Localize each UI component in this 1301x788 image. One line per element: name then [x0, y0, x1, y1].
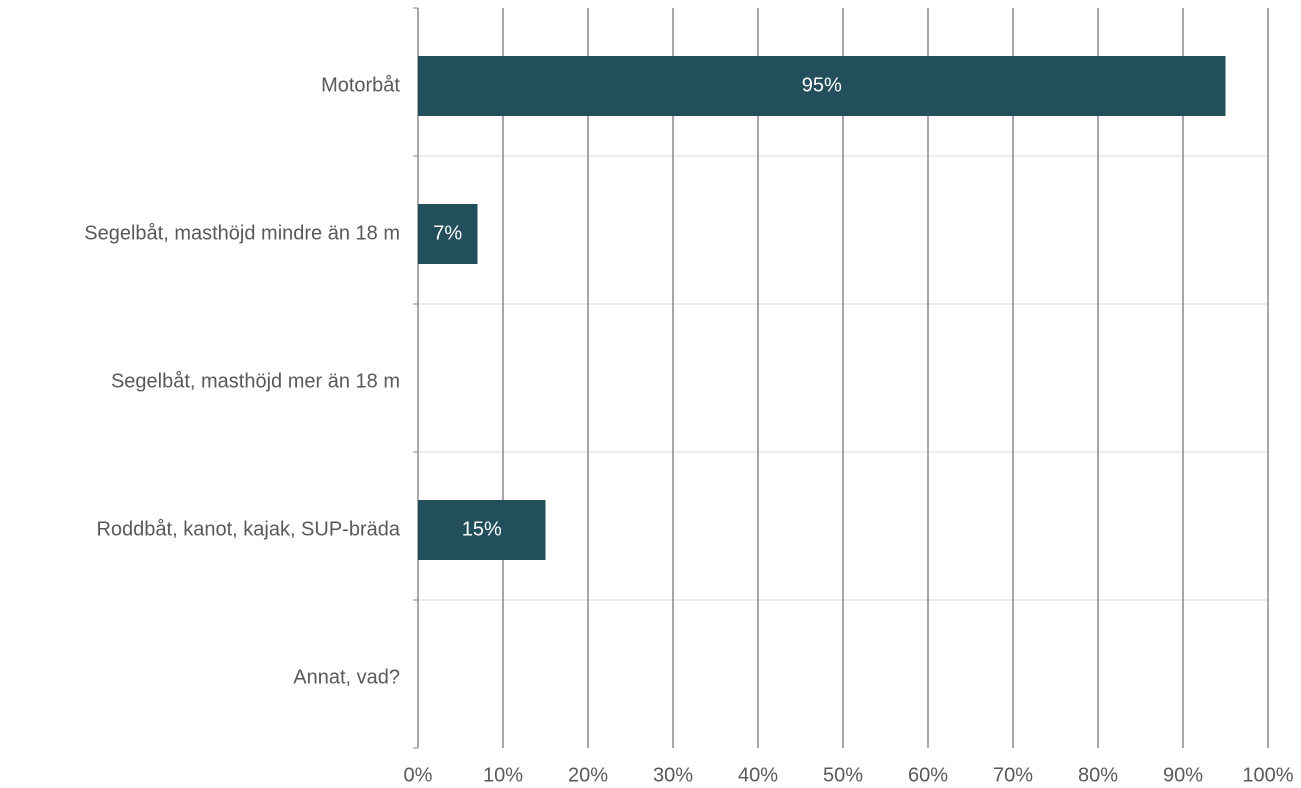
x-tick-label: 20% — [568, 764, 608, 786]
x-tick-label: 60% — [908, 764, 948, 786]
y-tick-label: Segelbåt, masthöjd mer än 18 m — [111, 370, 400, 392]
x-tick-label: 80% — [1078, 764, 1118, 786]
data-label: 95% — [802, 74, 842, 96]
y-tick-label: Motorbåt — [321, 74, 400, 96]
bar — [418, 56, 1226, 116]
y-tick-label: Roddbåt, kanot, kajak, SUP-bräda — [96, 518, 400, 540]
x-tick-label: 10% — [483, 764, 523, 786]
bar — [418, 204, 478, 264]
data-label: 15% — [462, 518, 502, 540]
x-tick-label: 90% — [1163, 764, 1203, 786]
y-tick-label: Annat, vad? — [293, 666, 400, 688]
data-label: 7% — [433, 222, 462, 244]
x-tick-label: 30% — [653, 764, 693, 786]
x-tick-label: 0% — [404, 764, 433, 786]
x-tick-label: 40% — [738, 764, 778, 786]
bar — [418, 500, 546, 560]
x-tick-label: 50% — [823, 764, 863, 786]
y-tick-label: Segelbåt, masthöjd mindre än 18 m — [84, 222, 400, 244]
x-tick-label: 100% — [1242, 764, 1293, 786]
x-tick-label: 70% — [993, 764, 1033, 786]
